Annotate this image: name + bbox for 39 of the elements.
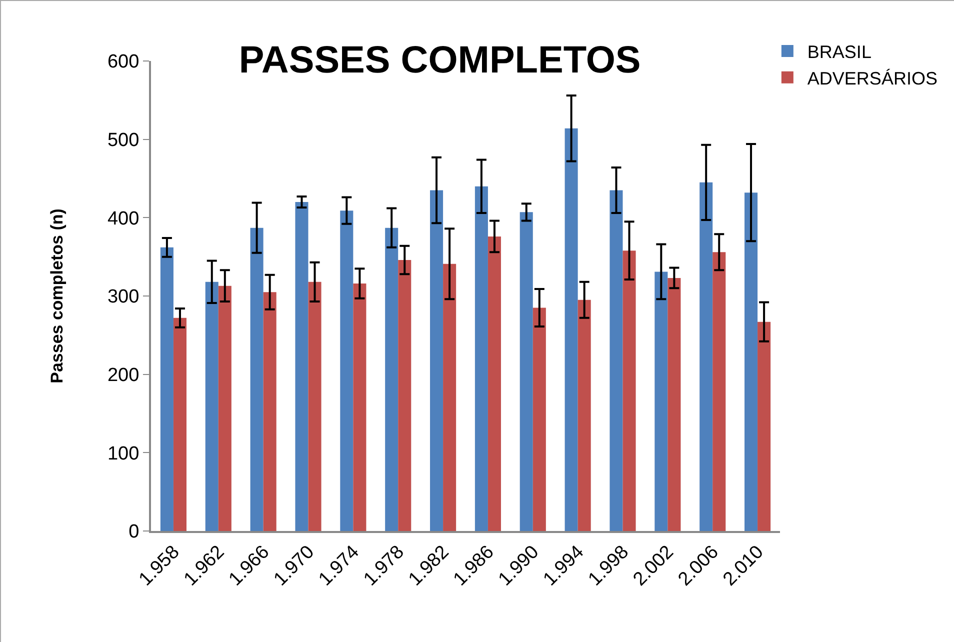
bar — [668, 278, 681, 531]
bar — [712, 252, 726, 531]
bar — [758, 322, 771, 531]
y-tick-label: 600 — [107, 52, 140, 73]
bar — [520, 212, 533, 531]
bar — [340, 210, 354, 531]
y-axis-title: Passes completos (n) — [48, 208, 67, 384]
bar — [488, 236, 501, 531]
y-tick-label: 200 — [107, 364, 140, 386]
y-tick-label: 0 — [128, 522, 140, 543]
legend-label: BRASIL — [807, 42, 872, 62]
y-tick-label: 400 — [107, 208, 140, 230]
bar — [578, 300, 591, 531]
bar — [398, 260, 412, 531]
legend-label: ADVERSÁRIOS — [807, 68, 938, 88]
bar — [295, 202, 308, 531]
bar — [353, 283, 366, 531]
bar — [173, 318, 186, 531]
y-tick-label: 300 — [107, 286, 140, 308]
bar — [430, 190, 444, 531]
bar — [308, 282, 322, 531]
bar — [160, 247, 174, 531]
bar — [622, 250, 636, 531]
bar — [532, 308, 546, 531]
y-tick-label: 100 — [107, 443, 140, 464]
bar — [610, 190, 623, 531]
bar — [218, 286, 232, 531]
bar — [205, 282, 218, 531]
bar — [654, 272, 668, 531]
bar — [250, 228, 264, 531]
bar — [443, 264, 456, 531]
bar — [474, 186, 488, 531]
y-tick-label: 500 — [107, 130, 140, 151]
bar — [263, 292, 276, 531]
bar — [744, 192, 758, 531]
bar — [700, 182, 713, 531]
chart-title: PASSES COMPLETOS — [238, 40, 641, 82]
bar — [385, 228, 398, 531]
bar — [564, 128, 578, 531]
